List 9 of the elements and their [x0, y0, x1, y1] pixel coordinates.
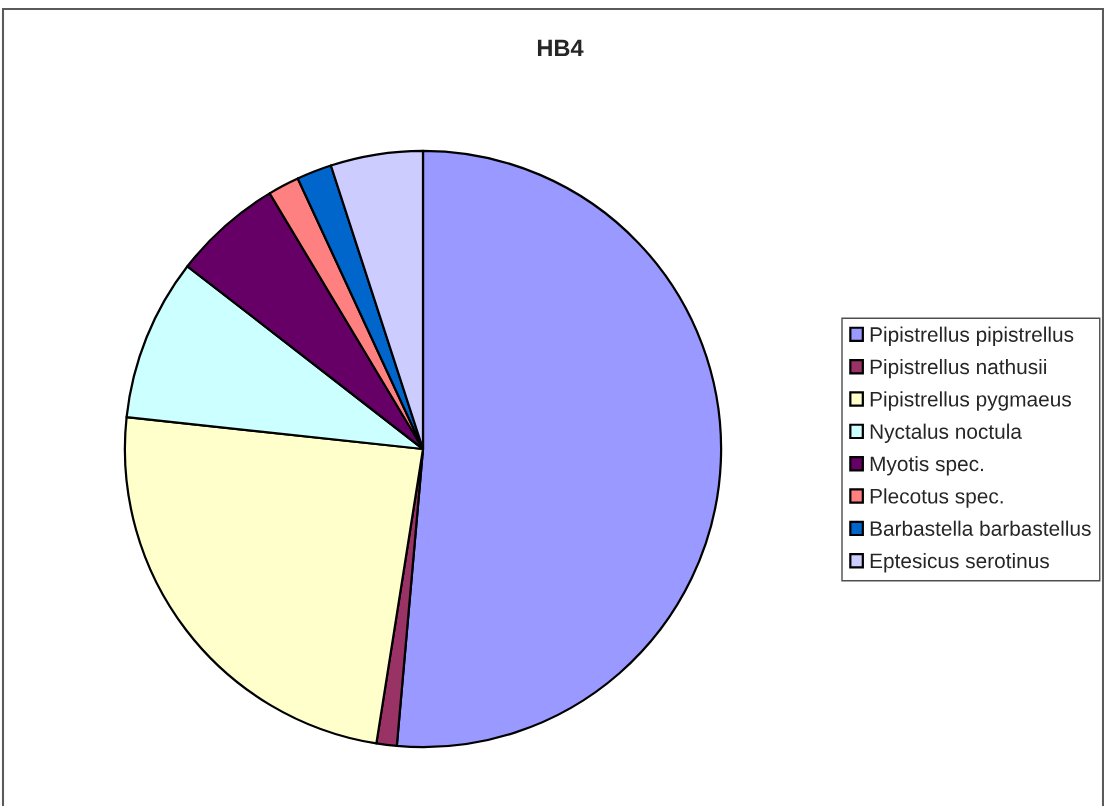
legend-label: Eptesicus serotinus — [870, 552, 1049, 573]
chart-title: HB4 — [537, 39, 584, 57]
legend-label: Barbastella barbastellus — [870, 520, 1091, 536]
legend-label: Nyctalus noctula — [870, 423, 1022, 444]
legend-label: Pipistrellus pygmaeus — [870, 391, 1071, 411]
legend-label: Plecotus spec. — [870, 488, 1003, 508]
legend-label: Myotis spec. — [870, 455, 983, 476]
legend-label: Pipistrellus nathusii — [870, 358, 1047, 379]
legend-label: Pipistrellus pipistrellus — [870, 326, 1074, 347]
